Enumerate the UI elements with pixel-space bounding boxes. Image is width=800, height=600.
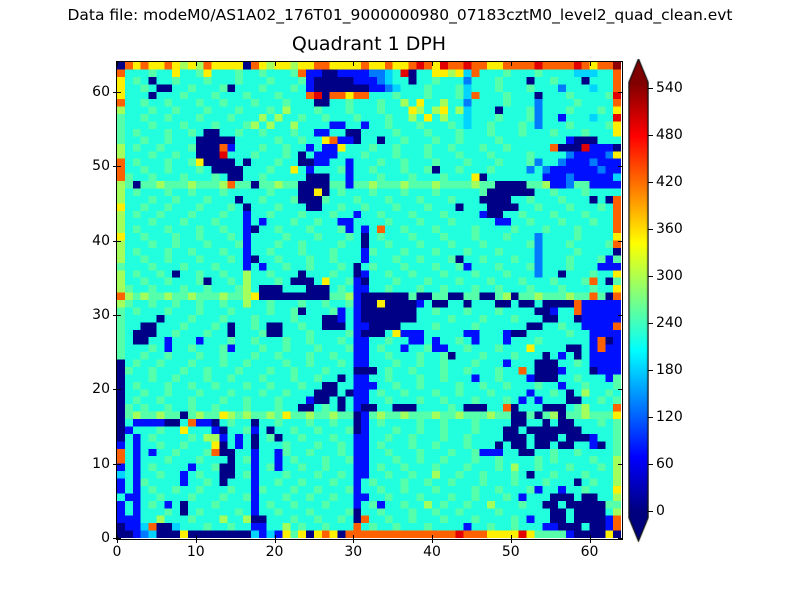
tick-mark [113,240,121,242]
tick-mark [113,389,121,391]
x-tick-label: 10 [186,544,205,560]
colorbar-tick-label: 360 [656,221,683,237]
tick-mark [648,464,653,465]
tick-mark [195,61,197,66]
x-tick-label: 50 [501,544,520,560]
colorbar-tick-label: 0 [656,503,665,519]
tick-mark [648,323,653,324]
tick-mark [648,417,653,418]
x-tick-label: 30 [344,544,363,560]
colorbar-tick-label: 420 [656,174,683,190]
heatmap-plot-area [117,62,621,538]
tick-mark [274,61,276,66]
colorbar-tick-label: 480 [656,127,683,143]
tick-mark [589,535,591,543]
tick-mark [648,182,653,183]
tick-mark [113,538,121,539]
tick-mark [117,535,118,543]
x-tick-label: 0 [112,544,122,560]
x-tick-label: 40 [423,544,441,560]
tick-mark [432,535,433,543]
colorbar-gradient [628,59,649,542]
tick-mark [113,166,121,168]
tick-mark [353,535,355,543]
tick-mark [618,389,623,391]
tick-mark [618,463,623,465]
tick-mark [648,276,653,277]
tick-mark [618,91,623,93]
colorbar-tick-label: 60 [656,456,674,472]
y-tick-label: 50 [92,158,110,175]
x-tick-label: 20 [265,544,284,560]
y-tick-label: 30 [92,306,110,323]
tick-mark [618,314,623,316]
colorbar-tick-label: 300 [656,268,683,284]
tick-mark [113,91,121,93]
tick-mark [648,511,653,512]
tick-mark [648,229,653,230]
tick-mark [113,463,121,465]
tick-mark [113,314,121,316]
tick-mark [648,370,653,371]
colorbar-tick-label: 240 [656,315,683,331]
tick-mark [618,538,623,539]
colorbar-tick-label: 120 [656,409,683,425]
y-tick-label: 60 [92,83,110,100]
heatmap-image [117,62,621,538]
y-tick-label: 20 [92,381,110,398]
tick-mark [274,535,276,543]
tick-mark [195,535,197,543]
colorbar [628,59,649,542]
plot-title: Quadrant 1 DPH [291,33,447,55]
tick-mark [510,61,512,66]
tick-mark [510,535,512,543]
tick-mark [432,61,433,66]
colorbar-tick-label: 540 [656,80,683,96]
x-tick-label: 60 [580,544,599,560]
y-tick-label: 40 [92,232,110,249]
y-tick-label: 0 [101,530,110,546]
tick-mark [117,61,118,66]
tick-mark [618,166,623,168]
tick-mark [353,61,355,66]
tick-mark [648,135,653,136]
y-tick-label: 10 [92,455,110,472]
tick-mark [589,61,591,66]
colorbar-tick-label: 180 [656,362,683,378]
tick-mark [648,88,653,89]
tick-mark [618,240,623,242]
datafile-header: Data file: modeM0/AS1A02_176T01_90000009… [67,6,733,24]
